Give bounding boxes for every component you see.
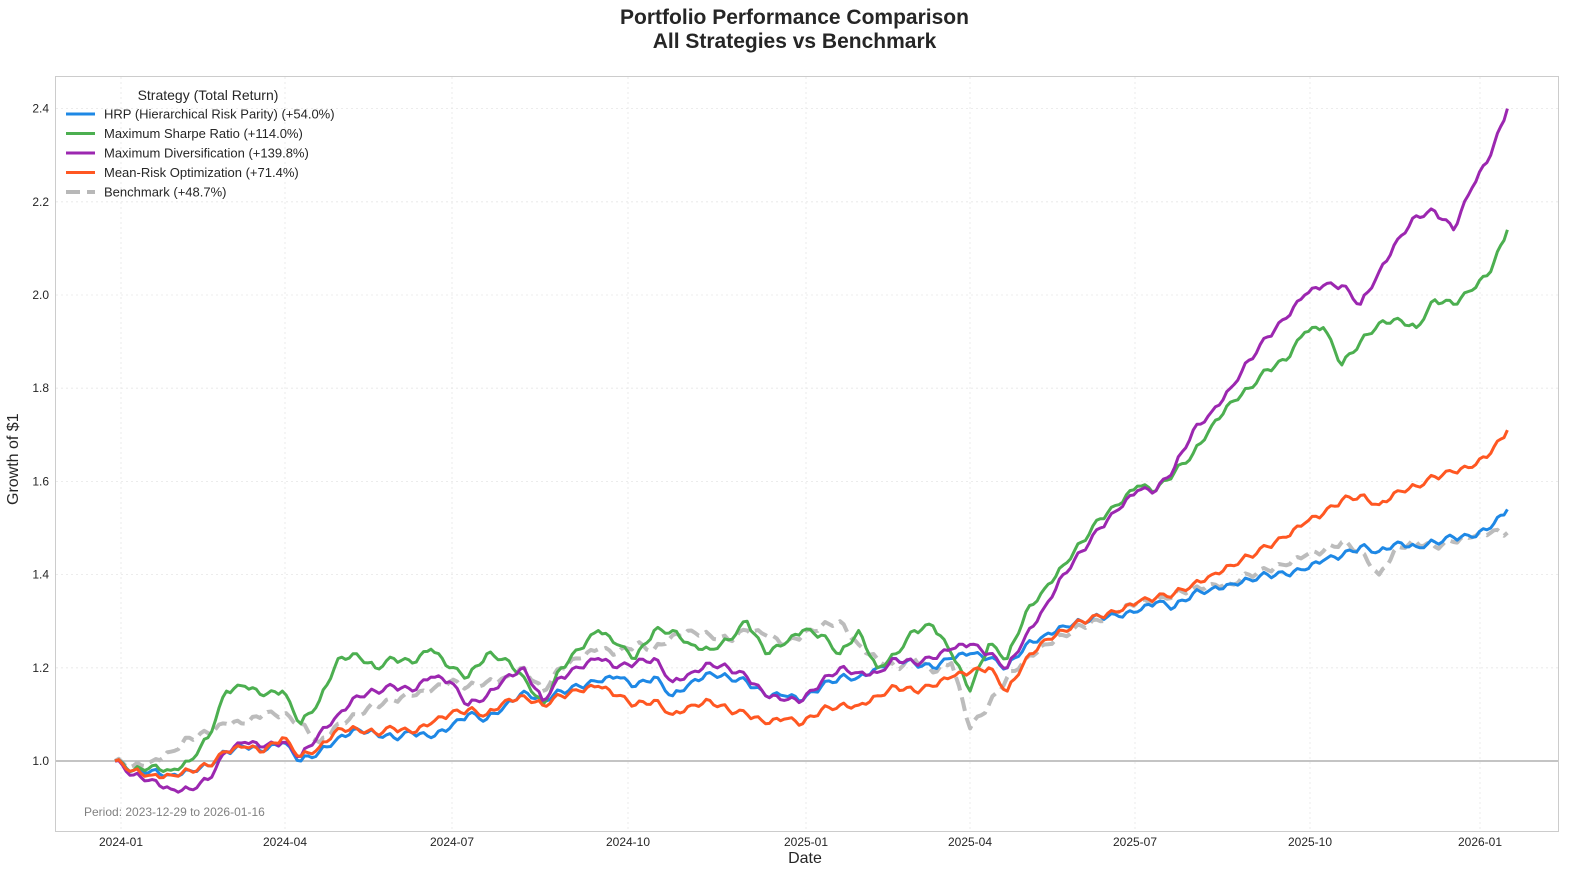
y-tick-label: 1.8 — [32, 381, 49, 395]
y-tick-label: 1.4 — [32, 568, 49, 582]
grid-lines — [56, 77, 1558, 831]
legend-item-label: HRP (Hierarchical Risk Parity) (+54.0%) — [104, 107, 335, 122]
x-tick-label: 2024-10 — [606, 835, 650, 849]
legend-item-label: Maximum Sharpe Ratio (+114.0%) — [104, 126, 303, 141]
y-tick-label: 1.2 — [32, 661, 49, 675]
chart-title-line2: All Strategies vs Benchmark — [652, 30, 937, 53]
series-line-1 — [114, 508, 1509, 778]
y-tick-label: 2.2 — [32, 195, 49, 209]
x-tick-label: 2026-01 — [1458, 835, 1502, 849]
legend: Strategy (Total Return) HRP (Hierarchical… — [66, 87, 335, 200]
series-line-4 — [114, 429, 1509, 780]
x-tick-label: 2024-04 — [263, 835, 307, 849]
legend-item-label: Benchmark (+48.7%) — [104, 185, 226, 200]
legend-item-label: Mean-Risk Optimization (+71.4%) — [104, 165, 299, 180]
x-axis-label: Date — [788, 850, 822, 867]
chart-title-line1: Portfolio Performance Comparison — [620, 6, 969, 29]
y-tick-label: 1.0 — [32, 754, 49, 768]
plot-area-frame — [55, 76, 1559, 832]
series-line-2 — [114, 229, 1509, 774]
legend-title: Strategy (Total Return) — [138, 87, 279, 103]
x-tick-label: 2025-07 — [1113, 835, 1157, 849]
x-tick-label: 2025-04 — [948, 835, 992, 849]
x-tick-label: 2024-07 — [430, 835, 474, 849]
y-tick-label: 2.4 — [32, 102, 49, 116]
x-tick-label: 2025-10 — [1288, 835, 1332, 849]
y-tick-label: 1.6 — [32, 474, 49, 488]
period-annotation: Period: 2023-12-29 to 2026-01-16 — [84, 805, 265, 819]
x-tick-label: 2024-01 — [99, 835, 143, 849]
y-axis-label: Growth of $1 — [5, 413, 22, 505]
series-lines — [113, 108, 1509, 794]
x-axis-ticks: 2024-01 2024-04 2024-07 2024-10 2025-01 2025-… — [99, 835, 1502, 849]
x-tick-label: 2025-01 — [784, 835, 828, 849]
y-tick-label: 2.0 — [32, 288, 49, 302]
legend-item-label: Maximum Diversification (+139.8%) — [104, 146, 309, 161]
series-line-3 — [114, 108, 1509, 794]
chart-title: Portfolio Performance Comparison All Str… — [0, 6, 1589, 54]
series-line-5 — [113, 527, 1509, 770]
y-axis-ticks: 1.0 1.2 1.4 1.6 1.8 2.0 2.2 2.4 — [32, 102, 49, 768]
